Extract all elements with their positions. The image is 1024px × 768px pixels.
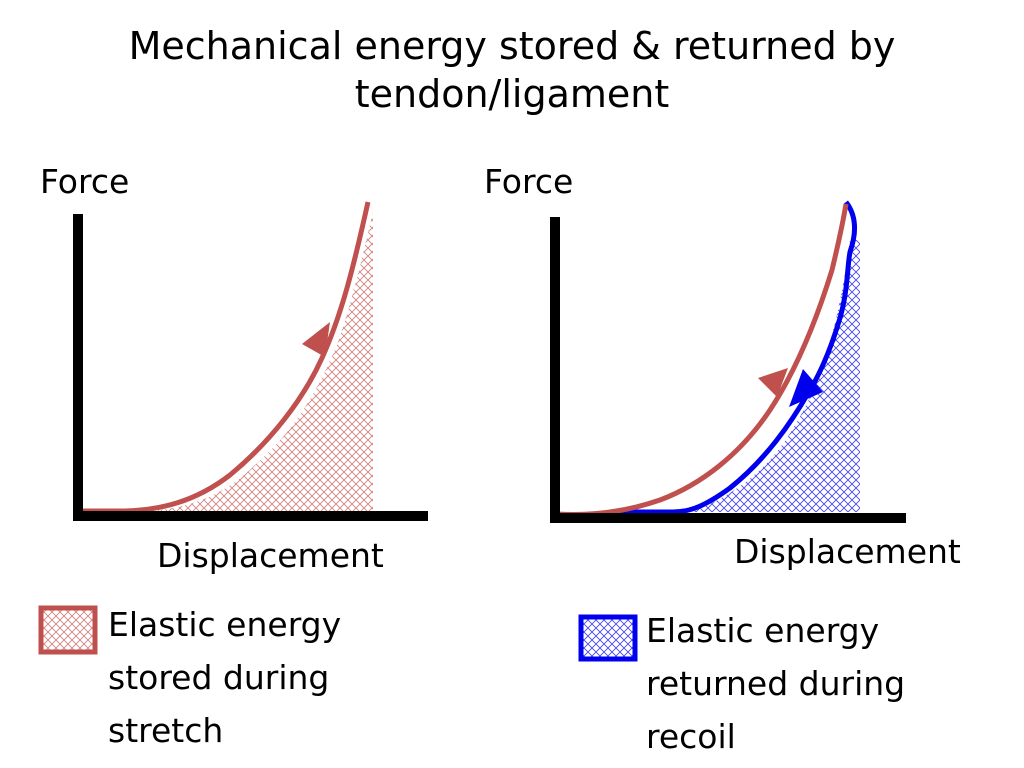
stretch-curve-right <box>556 203 849 517</box>
recoil-arrow-icon <box>789 369 823 407</box>
legend-returned-line-1: Elastic energy <box>646 611 880 650</box>
legend-stored-text: Elastic energy stored during stretch <box>108 598 341 757</box>
left-x-axis-label: Displacement <box>157 536 384 575</box>
legend-stored-line-1: Elastic energy <box>108 605 342 644</box>
stretch-arrow-icon <box>302 322 330 357</box>
right-x-axis-label: Displacement <box>734 532 961 571</box>
legend-stored-line-3: stretch <box>108 711 224 750</box>
right-graph <box>550 200 906 523</box>
stretch-curve <box>78 201 371 514</box>
left-y-axis-label: Force <box>40 162 130 201</box>
legend-returned-line-2: returned during <box>646 664 906 703</box>
legend-returned-swatch <box>578 614 638 662</box>
page-title: Mechanical energy stored & returned by t… <box>0 22 1024 118</box>
stretch-arrow-right-icon <box>758 368 788 397</box>
stored-energy-area <box>150 212 373 511</box>
legend-returned-text: Elastic energy returned during recoil <box>646 604 905 763</box>
recoil-curve <box>618 200 857 515</box>
right-y-axis-label: Force <box>484 162 574 201</box>
legend-stored-line-2: stored during <box>108 658 330 697</box>
title-line-1: Mechanical energy stored & returned by <box>128 24 896 68</box>
legend-stored-swatch <box>38 605 98 655</box>
title-line-2: tendon/ligament <box>354 72 670 116</box>
left-graph <box>73 201 428 521</box>
legend-returned-line-3: recoil <box>646 717 736 756</box>
returned-energy-area <box>690 240 860 512</box>
